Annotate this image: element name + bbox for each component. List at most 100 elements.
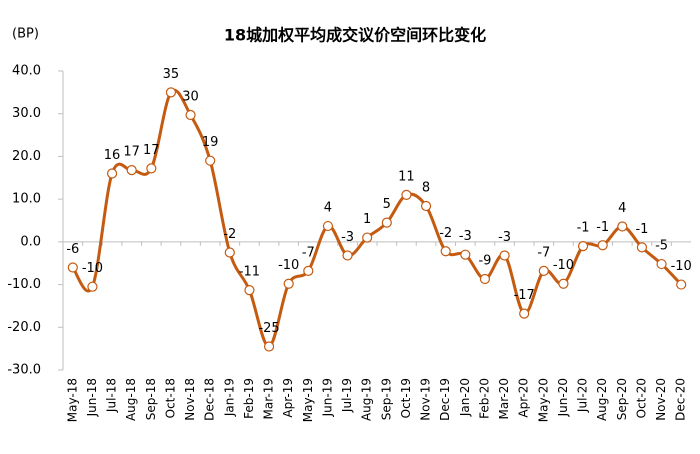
y-tick-label: 10.0 [12, 192, 41, 207]
x-tick-label: May-19 [301, 378, 315, 422]
x-tick-label: Mar-19 [262, 378, 276, 419]
x-tick-label: May-20 [536, 378, 550, 422]
point [322, 220, 334, 232]
data-label: -9 [478, 254, 491, 269]
data-label: -25 [258, 321, 279, 336]
x-tick-label: Aug-18 [124, 378, 138, 421]
x-tick-label: Oct-19 [399, 378, 413, 418]
x-tick-label: Jan-19 [222, 378, 236, 417]
point [420, 200, 432, 212]
point [342, 250, 353, 261]
data-label: 19 [202, 135, 219, 150]
point [146, 163, 157, 174]
x-tick-label: May-18 [65, 378, 79, 422]
data-label: -1 [596, 220, 609, 235]
x-tick-label: Nov-18 [183, 378, 197, 421]
data-label: 11 [398, 169, 415, 184]
data-label: -1 [635, 222, 648, 237]
data-label: 1 [363, 212, 371, 227]
data-label: 30 [182, 89, 199, 104]
y-tick-label: -20.0 [7, 320, 41, 335]
point [263, 341, 275, 352]
x-tick-label: Jan-20 [458, 378, 472, 417]
data-label: -3 [498, 230, 511, 245]
point [636, 242, 648, 253]
x-tick-label: Dec-18 [203, 378, 217, 421]
data-label: 17 [143, 143, 160, 158]
point [205, 155, 216, 166]
data-label: -3 [341, 230, 354, 245]
x-tick-label: Nov-19 [419, 378, 433, 421]
x-tick-label: Apr-20 [517, 378, 531, 418]
x-tick-label: Aug-20 [595, 378, 609, 421]
x-tick-label: Dec-20 [674, 378, 688, 421]
point [244, 285, 255, 296]
point [577, 241, 589, 252]
x-tick-label: Apr-19 [281, 378, 295, 418]
point [617, 221, 628, 232]
data-label: 16 [104, 148, 121, 163]
x-tick-label: Sep-20 [615, 378, 629, 420]
point [87, 281, 98, 292]
x-tick-label: Jun-19 [320, 378, 334, 417]
x-tick-label: Nov-20 [654, 378, 668, 421]
x-tick-label: Jun-20 [556, 378, 570, 417]
point [597, 240, 608, 251]
point [67, 262, 78, 273]
point [440, 246, 451, 257]
chart-title: 18城加权平均成交议价空间环比变化 [224, 26, 486, 45]
data-label: -2 [439, 226, 452, 241]
point [479, 273, 491, 285]
point [460, 249, 471, 260]
x-tick-label: Feb-19 [242, 378, 256, 419]
data-label: -7 [537, 245, 550, 260]
data-label: 4 [324, 201, 332, 216]
data-label: -5 [655, 239, 668, 254]
point [558, 278, 569, 289]
x-tick-label: Sep-19 [379, 378, 393, 420]
data-label: -10 [671, 259, 692, 274]
data-label: -11 [239, 265, 260, 280]
data-label: 4 [618, 201, 626, 216]
data-label: -6 [66, 242, 79, 257]
point [303, 265, 314, 277]
point [106, 168, 118, 179]
data-label: -17 [514, 288, 535, 303]
point [401, 189, 412, 200]
data-label: 5 [383, 197, 391, 212]
data-label: -10 [82, 261, 103, 276]
y-tick-label: 20.0 [12, 149, 41, 164]
point [185, 109, 196, 121]
x-tick-label: Jun-18 [85, 378, 99, 417]
data-label: -2 [223, 227, 236, 242]
point [362, 232, 373, 243]
point [283, 278, 294, 289]
x-tick-label: Jul-19 [340, 378, 354, 413]
x-tick-label: Dec-19 [438, 378, 452, 421]
y-axis-label: (BP) [12, 27, 39, 42]
point [126, 164, 137, 176]
data-label: -3 [459, 229, 472, 244]
point [676, 279, 687, 290]
point [519, 308, 530, 319]
x-tick-label: Feb-20 [477, 378, 491, 419]
data-label: -10 [278, 258, 299, 273]
data-label: 35 [163, 67, 180, 82]
y-tick-label: 40.0 [12, 64, 41, 79]
data-label: 17 [123, 145, 140, 160]
y-tick-label: -10.0 [7, 277, 41, 292]
point [165, 87, 177, 98]
line [71, 88, 683, 348]
data-label: -10 [553, 258, 574, 273]
point [656, 258, 667, 270]
point [224, 247, 235, 258]
data-label: -1 [577, 221, 590, 236]
x-tick-label: Mar-20 [497, 378, 511, 419]
data-label: -7 [302, 245, 315, 260]
x-tick-label: Jul-20 [576, 378, 590, 413]
y-tick-label: 0.0 [20, 234, 41, 249]
point [538, 265, 549, 277]
y-tick-label: 30.0 [12, 106, 41, 121]
point [499, 250, 510, 261]
